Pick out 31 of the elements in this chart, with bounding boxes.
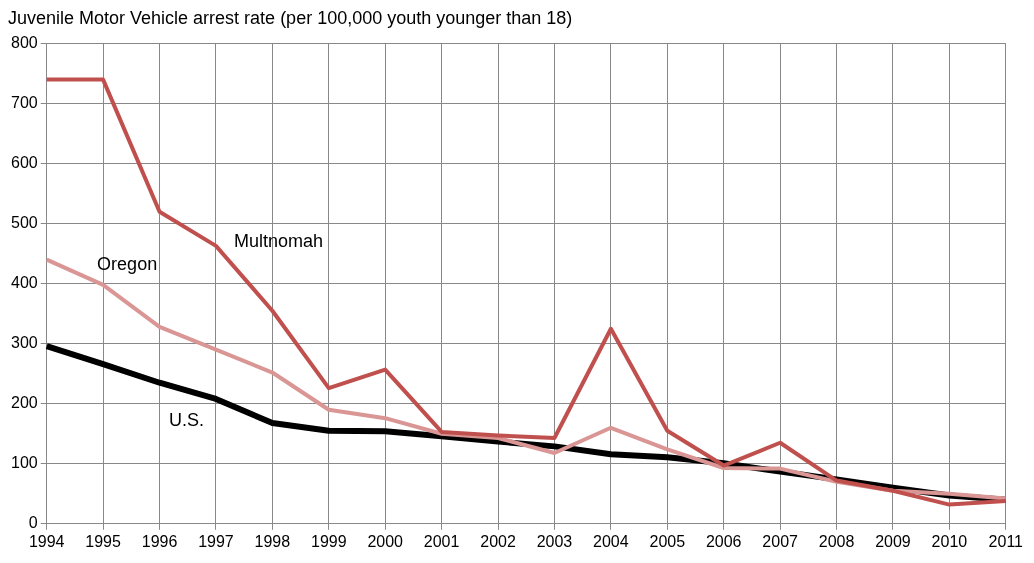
y-tick-label: 500: [10, 214, 38, 232]
y-tick-label: 600: [10, 154, 38, 172]
series-label: Multnomah: [233, 230, 323, 251]
x-tick-label: 2004: [593, 532, 629, 550]
x-tick-label: 1997: [198, 532, 234, 550]
x-tick-label: 2006: [705, 532, 742, 550]
x-tick-label: 1995: [85, 532, 122, 550]
x-tick-label: 2003: [536, 532, 573, 550]
x-tick-label: 2001: [423, 532, 460, 550]
x-tick-label: 2000: [367, 532, 404, 550]
y-tick-label: 100: [10, 454, 38, 472]
y-tick-label: 400: [10, 274, 38, 292]
y-tick-label: 700: [10, 94, 38, 112]
x-tick-label: 2002: [480, 532, 516, 550]
y-tick-label: 200: [10, 394, 38, 412]
x-tick-label: 2011: [988, 532, 1024, 550]
x-tick-label: 2008: [818, 532, 855, 550]
x-tick-label: 2009: [875, 532, 911, 550]
x-tick-label: 2005: [649, 532, 686, 550]
x-tick-label: 1996: [141, 532, 178, 550]
y-tick-label: 0: [28, 514, 38, 532]
x-tick-label: 1994: [28, 532, 65, 550]
x-tick-label: 1999: [310, 532, 347, 550]
series-label: Oregon: [97, 253, 158, 274]
series-label: U.S.: [168, 409, 204, 430]
y-tick-label: 800: [10, 34, 38, 52]
x-tick-label: 1998: [254, 532, 291, 550]
x-tick-label: 2010: [931, 532, 968, 550]
x-tick-label: 2007: [762, 532, 799, 550]
chart-title: Juvenile Motor Vehicle arrest rate (per 100,000 youth younger than 18): [8, 7, 573, 28]
y-tick-label: 300: [10, 334, 38, 352]
